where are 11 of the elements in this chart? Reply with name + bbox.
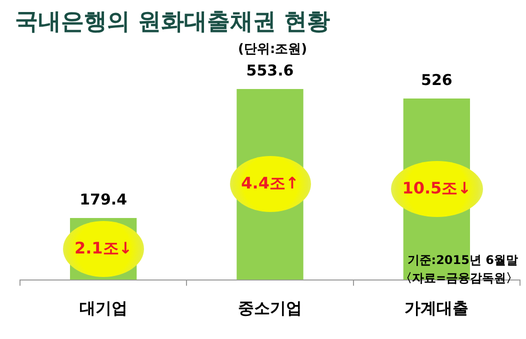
chart-title: 국내은행의 원화대출채권 현황 [15, 8, 330, 37]
x-tick-label: 대기업 [79, 298, 128, 318]
x-tick-label: 중소기업 [238, 298, 302, 318]
data-label: 179.4 [80, 190, 128, 208]
chart-subtitle: (단위:조원) [238, 41, 308, 58]
x-tick-label: 가계대출 [404, 298, 469, 318]
data-label: 553.6 [246, 61, 294, 80]
annotation: 2.1조↓ [74, 238, 132, 260]
annotation: 4.4조↑ [241, 174, 299, 195]
data-label: 526 [421, 70, 452, 89]
annotation: 10.5조↓ [402, 178, 472, 200]
